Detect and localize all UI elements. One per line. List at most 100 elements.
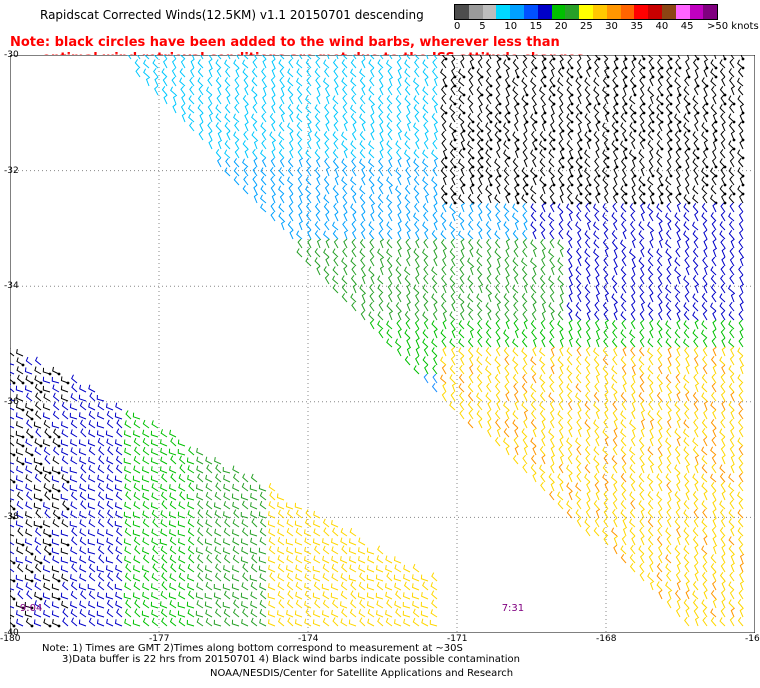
wind-barb <box>451 175 456 186</box>
wind-barb <box>477 58 483 69</box>
wind-barb <box>611 212 618 222</box>
wind-barb <box>676 85 682 96</box>
wind-barb <box>504 157 510 168</box>
wind-barb <box>424 55 430 60</box>
wind-barb <box>361 58 366 69</box>
wind-barb <box>730 85 736 96</box>
wind-barb <box>280 112 286 123</box>
wind-barb <box>675 355 681 366</box>
wind-barb <box>351 238 357 249</box>
wind-barb <box>621 319 627 330</box>
wind-barb <box>640 400 645 411</box>
wind-barb <box>676 274 682 285</box>
wind-barb <box>370 184 375 195</box>
wind-barb <box>584 185 591 195</box>
wind-barb <box>280 94 285 105</box>
wind-barb <box>738 310 744 321</box>
wind-barb <box>666 76 672 87</box>
wind-barb <box>521 401 528 411</box>
map-frame <box>10 55 755 633</box>
wind-barb <box>504 130 510 141</box>
wind-barb <box>342 112 348 123</box>
wind-barb <box>611 238 618 249</box>
wind-barb <box>549 193 555 204</box>
wind-barb <box>549 238 555 249</box>
wind-barb <box>485 284 492 294</box>
wind-barb <box>333 121 339 132</box>
wind-barb <box>42 367 51 375</box>
wind-barb <box>34 366 42 375</box>
wind-barb <box>658 328 663 339</box>
wind-barb <box>386 239 393 249</box>
wind-barb <box>683 95 690 105</box>
quality-flag-circle <box>651 129 655 133</box>
wind-barb <box>586 220 592 231</box>
wind-barb <box>503 347 510 357</box>
wind-barb <box>701 212 708 222</box>
quality-flag-circle <box>660 66 664 70</box>
wind-barb <box>685 391 690 402</box>
wind-barb <box>377 194 384 204</box>
wind-barb <box>594 166 600 177</box>
wind-barb <box>674 329 681 339</box>
wind-barb <box>568 337 574 348</box>
wind-barb <box>720 112 726 123</box>
wind-barb <box>486 274 492 285</box>
wind-barb <box>233 158 240 168</box>
wind-barb <box>666 274 672 285</box>
wind-barb <box>79 384 87 393</box>
wind-barb <box>666 85 672 96</box>
quality-flag-circle <box>714 66 718 70</box>
wind-barb <box>377 103 384 114</box>
wind-barb <box>88 384 96 393</box>
wind-barb <box>692 185 699 195</box>
wind-barb <box>467 302 474 312</box>
wind-barb <box>667 355 672 366</box>
wind-barb <box>60 421 69 429</box>
wind-barb <box>180 58 186 69</box>
wind-barb <box>702 364 708 375</box>
wind-barb <box>676 418 682 429</box>
wind-barb <box>467 275 474 285</box>
quality-flag-circle <box>12 480 16 484</box>
wind-barb <box>413 149 420 159</box>
wind-barb <box>468 373 474 384</box>
wind-barb <box>604 391 609 402</box>
latitude-label: -30 <box>4 50 19 60</box>
wind-barb <box>433 76 439 87</box>
footer-note-2: 3)Data buffer is 22 hrs from 20150701 4)… <box>62 654 520 665</box>
wind-barb <box>441 391 447 402</box>
wind-barb <box>531 85 537 96</box>
wind-barb <box>665 229 672 240</box>
wind-barb <box>576 238 582 249</box>
wind-barb <box>729 157 735 168</box>
quality-flag-circle <box>48 624 52 628</box>
wind-barb <box>378 67 384 78</box>
wind-barb <box>602 86 609 96</box>
wind-barb <box>720 382 726 393</box>
wind-barb <box>657 274 663 285</box>
wind-barb <box>495 418 501 429</box>
colorbar-tick-label: 10 <box>504 21 518 32</box>
wind-barb <box>88 410 96 420</box>
wind-barb <box>469 355 474 366</box>
wind-barb <box>423 319 429 330</box>
quality-flag-circle <box>741 183 745 187</box>
wind-barb <box>404 85 411 96</box>
wind-barb <box>712 130 717 141</box>
wind-barb <box>532 346 537 357</box>
wind-barb <box>675 157 681 168</box>
wind-barb <box>647 374 654 384</box>
wind-barb <box>720 274 726 285</box>
wind-barb <box>495 94 501 105</box>
wind-barb <box>370 112 375 123</box>
wind-barb <box>739 301 744 312</box>
wind-barb <box>476 221 483 231</box>
wind-barb <box>639 310 645 321</box>
quality-flag-circle <box>21 408 25 412</box>
wind-barb <box>676 319 681 330</box>
wind-barb <box>476 239 483 249</box>
wind-barb <box>612 328 618 339</box>
wind-barb <box>414 256 420 267</box>
wind-barb <box>369 256 375 267</box>
